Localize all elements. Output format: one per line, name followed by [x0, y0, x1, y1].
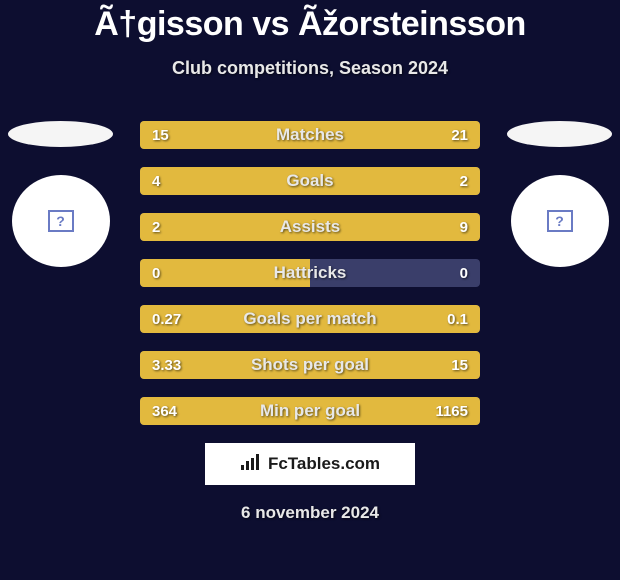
stat-label: Shots per goal: [140, 355, 480, 375]
stat-label: Hattricks: [140, 263, 480, 283]
brand-chart-icon: [240, 453, 262, 476]
player-left-avatar: ?: [12, 175, 110, 267]
stat-label: Assists: [140, 217, 480, 237]
player-left: ?: [8, 121, 113, 267]
stat-row: 29Assists: [140, 213, 480, 241]
player-left-placeholder-icon: ?: [48, 210, 74, 232]
brand-label: FcTables.com: [268, 454, 380, 474]
player-left-disc: [8, 121, 113, 147]
subtitle: Club competitions, Season 2024: [0, 58, 620, 79]
stats-list: 1521Matches 42Goals 29Assists 00Hattricks 0.…: [140, 121, 480, 425]
stat-row: 00Hattricks: [140, 259, 480, 287]
main-area: ? ? 1521Matches 42Goals 29Assists 00Hattric…: [0, 121, 620, 425]
brand-text: FcTables.com: [240, 453, 380, 476]
stat-row: 1521Matches: [140, 121, 480, 149]
stat-row: 42Goals: [140, 167, 480, 195]
page-title: Ã†gisson vs Ãžorsteinsson: [0, 5, 620, 44]
stat-label: Matches: [140, 125, 480, 145]
player-right-disc: [507, 121, 612, 147]
player-right-placeholder-icon: ?: [547, 210, 573, 232]
comparison-card: Ã†gisson vs Ãžorsteinsson Club competiti…: [0, 0, 620, 580]
player-right-avatar: ?: [511, 175, 609, 267]
stat-label: Min per goal: [140, 401, 480, 421]
stat-label: Goals: [140, 171, 480, 191]
branding-badge: FcTables.com: [205, 443, 415, 485]
stat-row: 0.270.1Goals per match: [140, 305, 480, 333]
date-label: 6 november 2024: [0, 503, 620, 523]
player-right: ?: [507, 121, 612, 267]
stat-label: Goals per match: [140, 309, 480, 329]
stat-row: 3.3315Shots per goal: [140, 351, 480, 379]
stat-row: 3641165Min per goal: [140, 397, 480, 425]
